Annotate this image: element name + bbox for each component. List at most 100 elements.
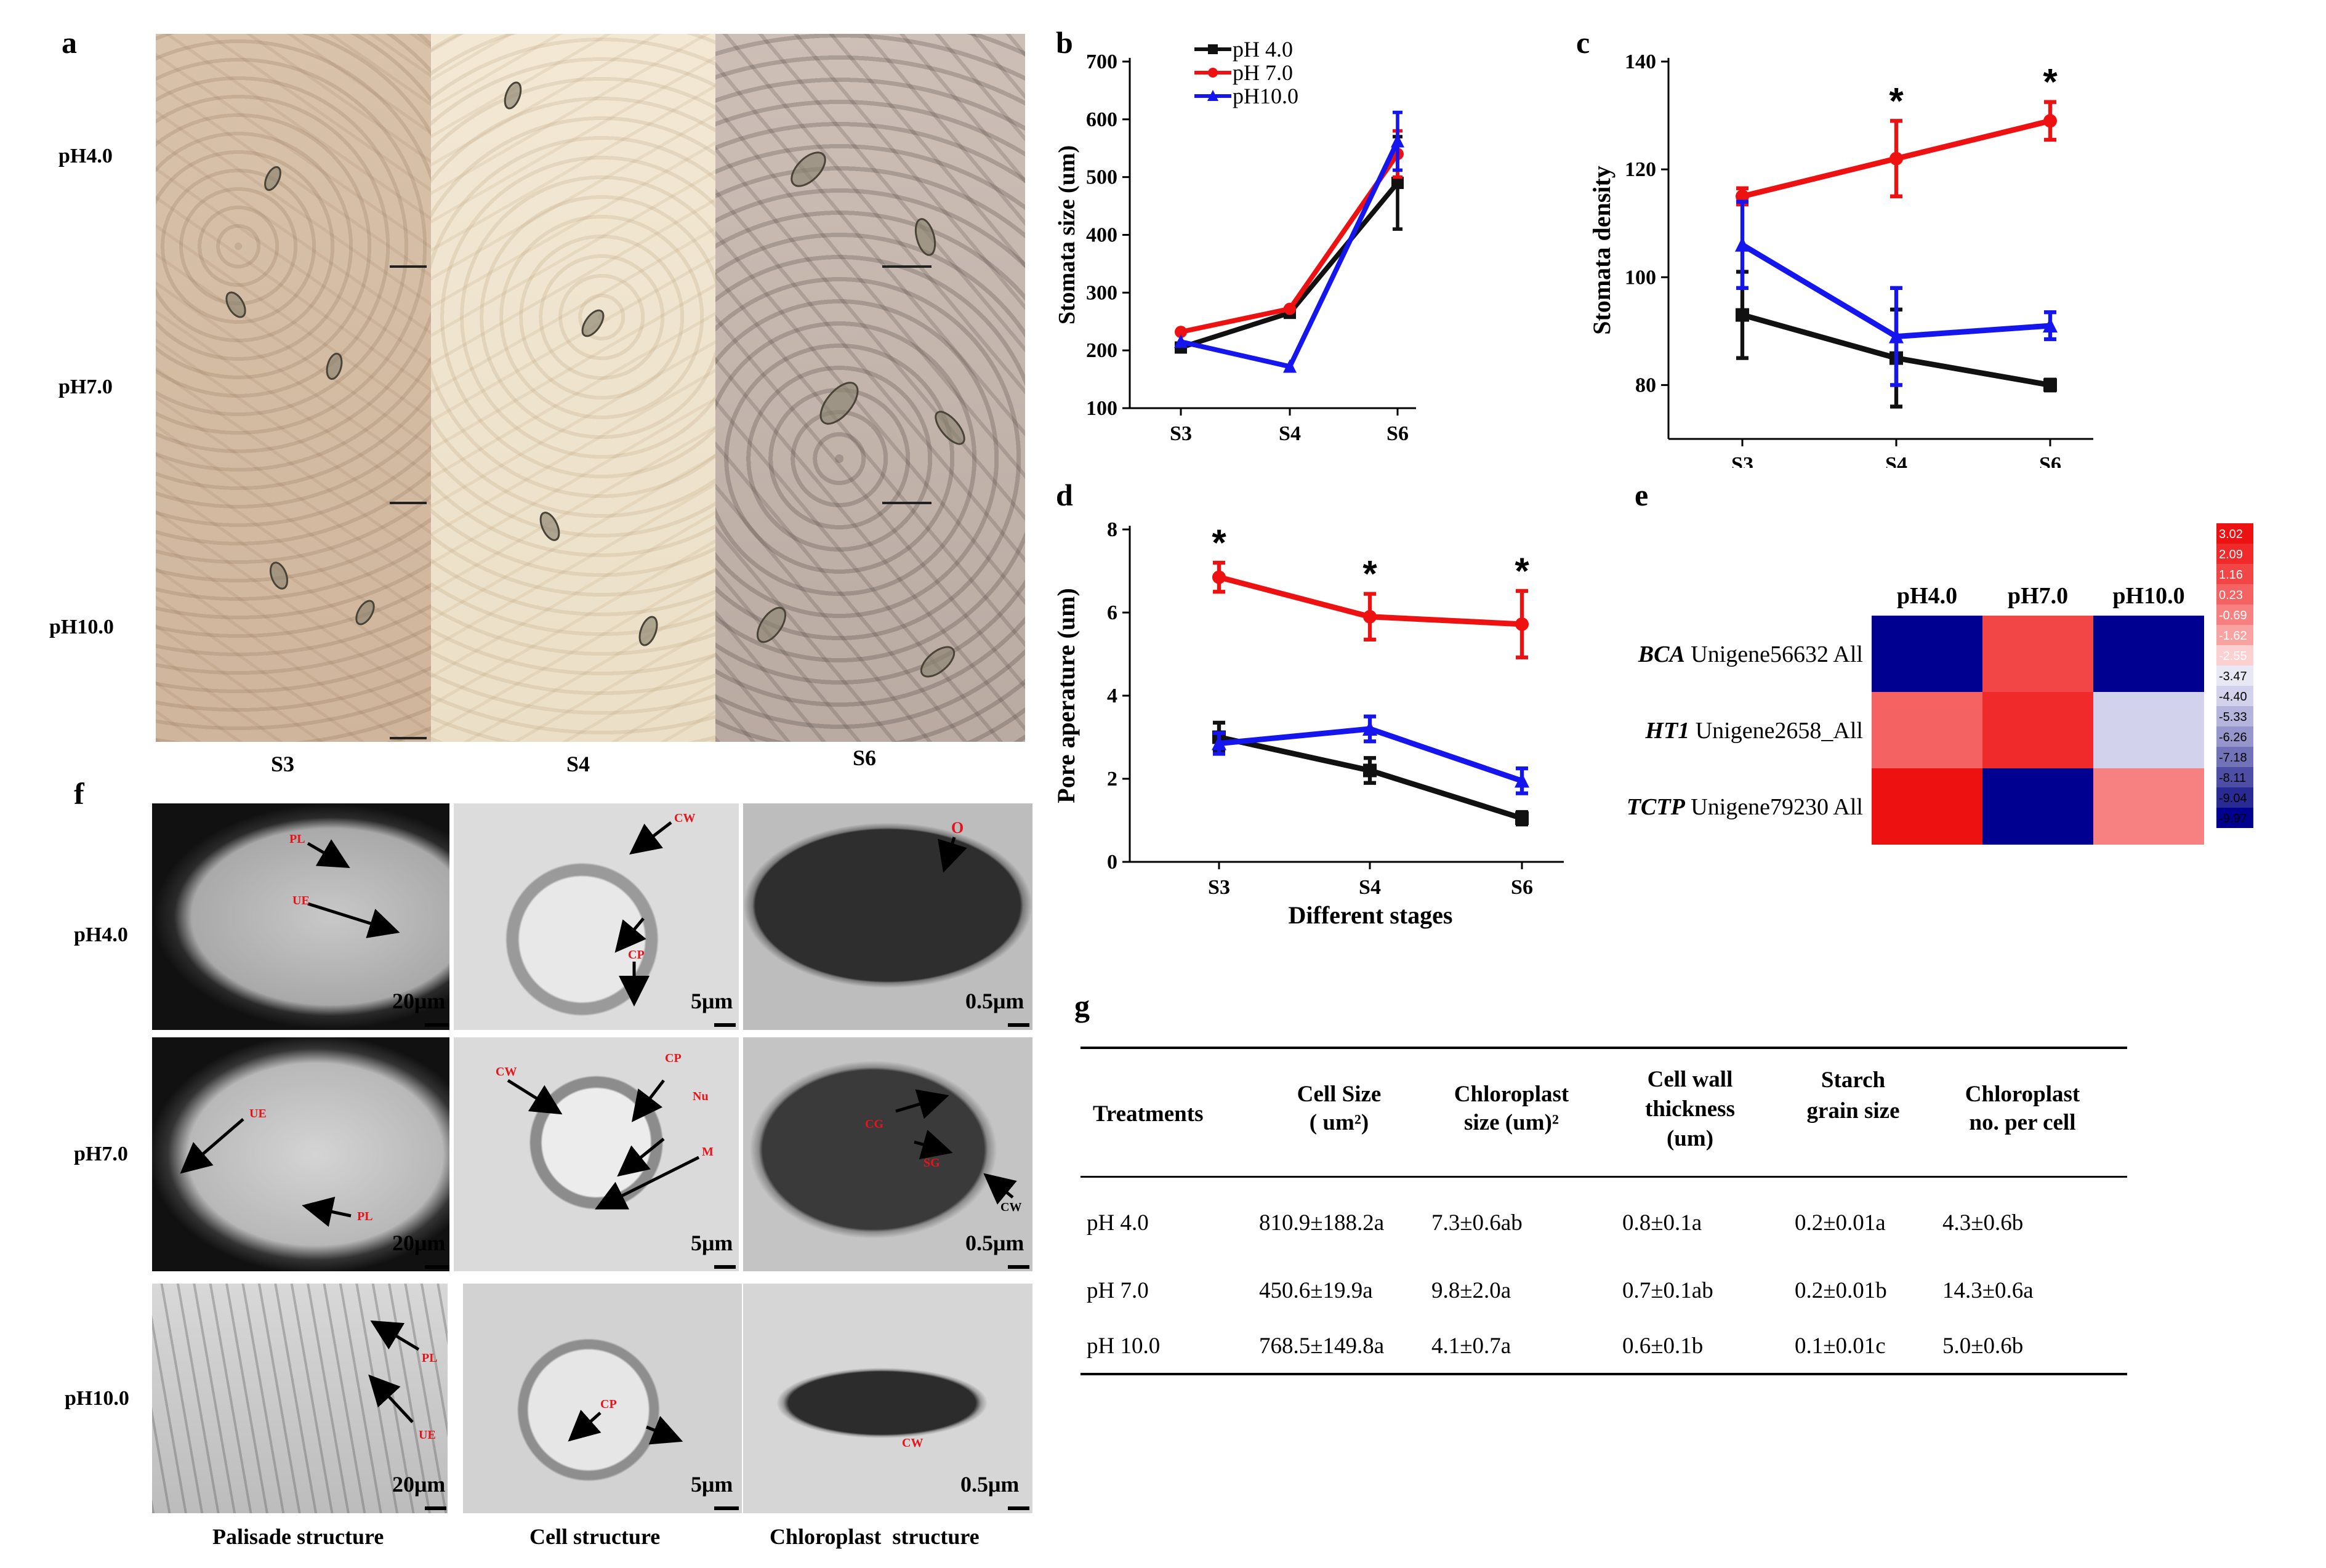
y-axis-label: Pore aperature (um) [1052, 588, 1080, 803]
marker-circle [1284, 302, 1296, 315]
th-chloroplast-no-l2: no. per cell [1969, 1110, 2076, 1135]
table-cell: 5.0±0.6b [1942, 1333, 2024, 1359]
marker-triangle [1735, 236, 1750, 252]
panel-a-row-ph4: pH4.0 [58, 145, 113, 167]
scale-label: 2.09 [2219, 548, 2243, 561]
label-pl: PL [289, 832, 305, 846]
panel-f-row-ph7: pH7.0 [74, 1143, 128, 1165]
heatmap-cell [1872, 768, 1982, 845]
marker-circle [1175, 326, 1187, 339]
panel-a-col-s6: S6 [853, 746, 877, 770]
gene-name: HT1 [1644, 718, 1689, 744]
heatmap-row-label: BCA Unigene56632 All [1638, 641, 1863, 667]
scale-swatch [2216, 523, 2253, 544]
series-ph10.0 [1735, 199, 2058, 387]
marker-square [2043, 378, 2057, 392]
th-starch-l1: Starch [1821, 1067, 1886, 1093]
arrow [507, 1079, 563, 1115]
panel-letter-b: b [1056, 25, 1073, 60]
panel-a-row-ph10: pH10.0 [49, 616, 114, 638]
marker-circle [1363, 609, 1377, 624]
marker-triangle [1174, 334, 1188, 348]
scale-label-05um: 0.5μm [965, 989, 1024, 1013]
y-tick-label: 4 [1107, 685, 1117, 707]
y-tick-label: 200 [1086, 339, 1117, 362]
x-tick-label: S4 [1279, 422, 1301, 445]
x-tick-label: S6 [1386, 422, 1409, 445]
panel-f-row-ph4: pH4.0 [74, 923, 128, 946]
panel-f-col-palisade: Palisade structure [212, 1524, 384, 1549]
marker-triangle [1391, 134, 1404, 148]
panel-letter-f: f [74, 776, 84, 811]
label-ue: UE [419, 1428, 436, 1442]
marker-square [1515, 811, 1529, 826]
label-cp: CP [665, 1051, 682, 1065]
scale-label-05um: 0.5μm [960, 1472, 1020, 1497]
tem-ph4-cell [454, 803, 739, 1030]
scale-label-20um: 20μm [392, 989, 446, 1013]
scale-label: -3.47 [2219, 670, 2247, 683]
marker-triangle [1212, 735, 1226, 750]
stoma [269, 561, 289, 590]
arrow [595, 1156, 700, 1210]
x-tick-label: S6 [1511, 876, 1533, 899]
scale-swatch [2216, 787, 2253, 808]
table-row-treatment: pH 4.0 [1087, 1210, 1149, 1236]
tem-ph10-cell [463, 1284, 742, 1513]
tem-ph4-chloroplast [743, 803, 1032, 1030]
th-starch-l2: grain size [1806, 1098, 1900, 1124]
label-cp: CP [628, 948, 645, 962]
scale-label-05um: 0.5μm [965, 1231, 1024, 1255]
arrow [895, 1089, 949, 1119]
marker-triangle [1889, 328, 1904, 344]
scale-swatch [2216, 686, 2253, 706]
y-tick-label: 600 [1086, 108, 1117, 131]
panel-a-col-s4: S4 [566, 752, 590, 776]
marker-triangle [1283, 359, 1297, 373]
table-cell: 4.1±0.7a [1431, 1333, 1511, 1359]
y-axis-label: Stomata size (um) [1054, 145, 1080, 324]
stoma [326, 353, 343, 380]
th-cell-size: Cell Size ( um²) [1259, 1080, 1419, 1137]
panel-a-row-ph7: pH7.0 [58, 376, 113, 398]
table-cell: 0.7±0.1ab [1622, 1278, 1713, 1303]
label-ue: UE [249, 1107, 267, 1120]
y-tick-label: 700 [1086, 50, 1117, 73]
scale-label: 0.23 [2219, 589, 2243, 602]
th-chloroplast-size-l2: size (um)² [1464, 1110, 1559, 1135]
arrow [983, 1173, 1017, 1205]
marker-triangle [1515, 773, 1529, 788]
stoma [756, 606, 787, 643]
table-cell: 4.3±0.6b [1942, 1210, 2024, 1236]
heatmap-cell [1982, 616, 2093, 692]
arrow [614, 917, 646, 953]
marker-square [1363, 763, 1377, 778]
scale-label-20um: 20μm [392, 1231, 446, 1255]
table-cell: 0.2±0.01b [1795, 1278, 1887, 1303]
label-cw: CW [674, 811, 696, 825]
x-tick-label: S4 [1885, 453, 1907, 468]
tem-arrows [180, 821, 1029, 1510]
heatmap-cell [2093, 616, 2204, 692]
marker-circle [1889, 151, 1903, 166]
panel-letter-a: a [62, 25, 77, 60]
th-chloroplast-no: Chloroplast no. per cell [1942, 1080, 2103, 1137]
arrow [938, 837, 967, 873]
scale-label-5um: 5μm [691, 989, 733, 1013]
tem-ph7-chloroplast [743, 1037, 1032, 1271]
x-tick-label: S3 [1208, 876, 1230, 899]
series-ph7.0 [1175, 129, 1404, 339]
scale-swatch [2216, 706, 2253, 726]
micrograph-a-s3 [156, 34, 431, 742]
table-rule-top [1081, 1047, 2127, 1049]
x-axis-label: Different stages [1289, 901, 1453, 929]
marker-square [1736, 308, 1749, 322]
scale-swatch [2216, 665, 2253, 686]
unigene-id: Unigene2658_All [1689, 718, 1863, 744]
label-cw: CW [1000, 1200, 1022, 1214]
scale-label: 3.02 [2219, 528, 2243, 541]
heatmap-row-label: HT1 Unigene2658_All [1644, 718, 1863, 744]
scale-swatch [2216, 767, 2253, 787]
arrow [307, 839, 350, 869]
